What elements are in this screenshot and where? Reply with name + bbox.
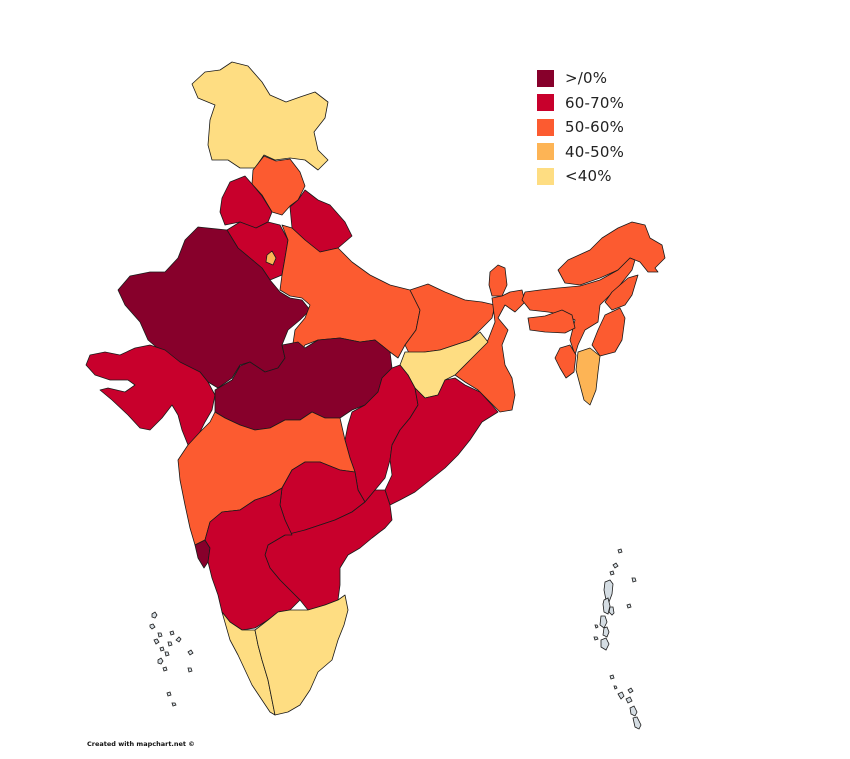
legend-label: 40-50%	[565, 142, 625, 161]
legend: >/0% 60-70% 50-60% 40-50% <40%	[537, 66, 624, 189]
region-gujarat[interactable]: Gujarat	[85, 344, 216, 446]
legend-label: 50-60%	[565, 118, 625, 137]
legend-swatch	[537, 118, 554, 136]
legend-swatch	[537, 143, 554, 161]
region-tamil-nadu[interactable]: Tamil Nadu	[254, 594, 349, 716]
region-manipur[interactable]: Tripura	[591, 307, 626, 357]
andaman-nicobar-islands	[593, 548, 642, 730]
region-jammu-kashmir[interactable]: Jammu & Kashmir	[191, 61, 329, 171]
legend-item-60-70: 60-70%	[537, 91, 624, 116]
legend-label: 60-70%	[565, 93, 625, 112]
legend-item-50-60: 50-60%	[537, 115, 624, 140]
region-nagaland[interactable]: Mizoram	[604, 274, 639, 311]
legend-item-40-50: 40-50%	[537, 140, 624, 165]
region-odisha[interactable]: Odisha	[384, 377, 499, 506]
legend-item-lt40: <40%	[537, 164, 624, 189]
region-karnataka[interactable]: Karnataka	[204, 487, 301, 631]
mapchart-credit: Created with mapchart.net ©	[87, 740, 195, 748]
legend-item-gt70: >/0%	[537, 66, 624, 91]
legend-swatch	[537, 69, 554, 87]
legend-label: >/0%	[565, 69, 608, 88]
region-tripura[interactable]: Jharkhand	[554, 344, 577, 379]
region-delhi[interactable]: Delhi	[265, 250, 277, 266]
legend-swatch	[537, 167, 554, 185]
region-meghalaya[interactable]: Manipur	[527, 309, 576, 334]
lakshadweep-islands	[149, 611, 194, 707]
legend-label: <40%	[565, 167, 612, 186]
region-mizoram[interactable]: West Bengal	[575, 347, 601, 406]
region-sikkim[interactable]: Sikkim	[488, 264, 508, 297]
region-arunachal-pradesh[interactable]: Meghalaya	[557, 221, 666, 286]
region-uttar-pradesh[interactable]: Uttar Pradesh	[279, 224, 421, 359]
legend-swatch	[537, 94, 554, 112]
region-rajasthan[interactable]: Rajasthan	[117, 226, 311, 389]
